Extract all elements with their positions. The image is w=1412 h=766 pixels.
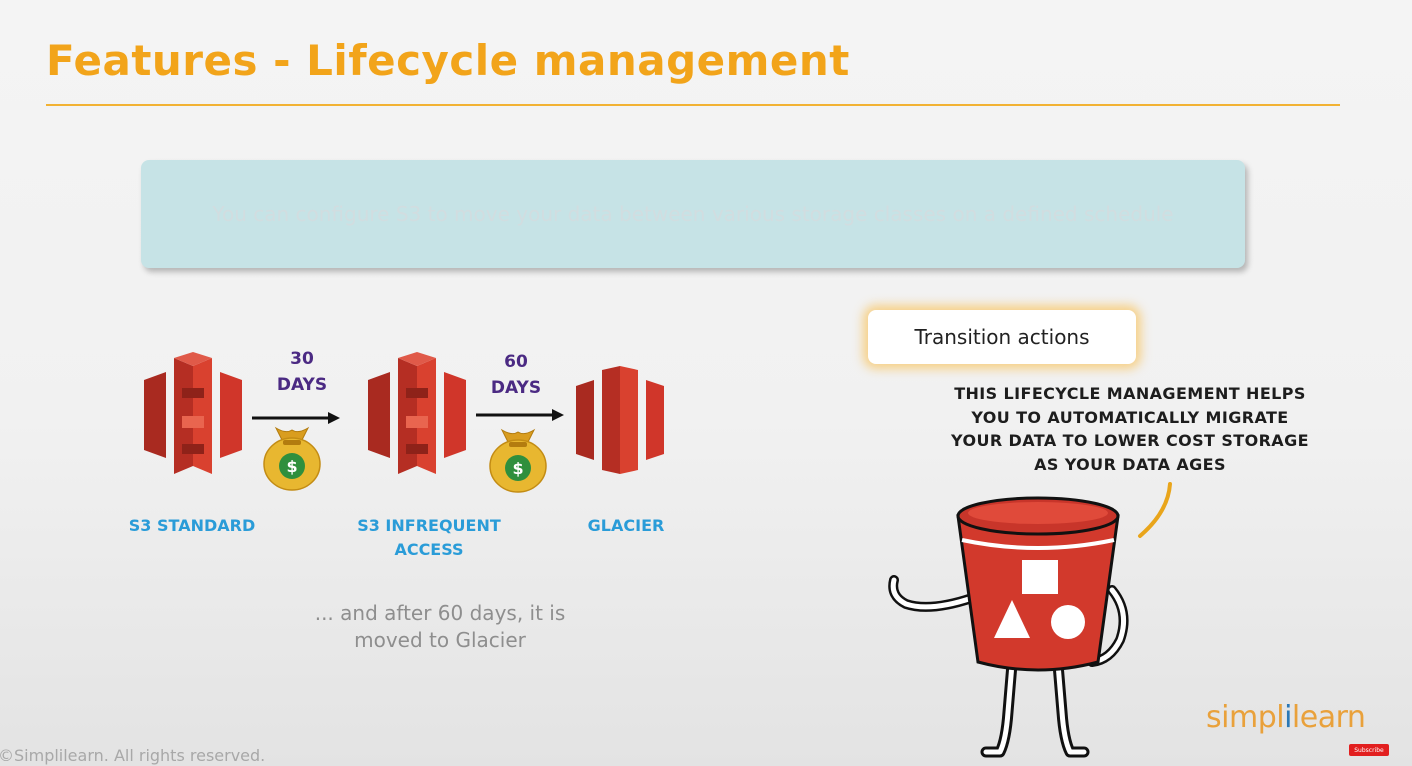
- s3-bucket-character: [888, 496, 1129, 758]
- dollar-sign: $: [512, 459, 523, 478]
- glacier-icon: [576, 366, 664, 474]
- transition-days-unit: DAYS: [490, 378, 542, 398]
- arrow-right-icon: [476, 409, 564, 421]
- money-bag-icon: $: [263, 426, 321, 491]
- speech-line: YOUR DATA TO LOWER COST STORAGE: [951, 431, 1309, 450]
- note-line: moved to Glacier: [354, 628, 526, 652]
- arrow-right-icon: [252, 412, 340, 424]
- storage-class-name: GLACIER: [587, 516, 665, 535]
- subscribe-label: Subscribe: [1354, 746, 1384, 754]
- dollar-sign: $: [286, 457, 297, 476]
- storage-class-name: S3 INFREQUENT: [357, 516, 501, 535]
- money-bag-icon: $: [489, 428, 547, 493]
- storage-class-label: S3 STANDARD: [112, 514, 272, 538]
- transition-days-label: 60 DAYS: [476, 349, 556, 401]
- note-line: ... and after 60 days, it is: [314, 601, 566, 625]
- logo-part: learn: [1291, 700, 1366, 735]
- transition-days-label: 30 DAYS: [262, 346, 342, 398]
- logo-part: i: [1284, 700, 1292, 735]
- speech-line: AS YOUR DATA AGES: [1034, 454, 1226, 474]
- s3-standard-icon: [144, 352, 242, 474]
- transition-days-number: 60: [504, 352, 528, 372]
- speech-line: THIS LIFECYCLE MANAGEMENT HELPS: [954, 384, 1306, 403]
- logo-part: simpl: [1206, 700, 1285, 735]
- transition-days-unit: DAYS: [276, 375, 328, 395]
- transition-actions-badge: Transition actions: [868, 310, 1136, 364]
- slide-title: Features - Lifecycle management: [46, 36, 850, 85]
- storage-class-label: S3 INFREQUENT ACCESS: [336, 514, 522, 562]
- storage-class-name-line2: ACCESS: [394, 540, 464, 559]
- subscribe-button[interactable]: Subscribe: [1349, 744, 1389, 756]
- storage-class-label: GLACIER: [566, 514, 686, 538]
- transition-actions-label: Transition actions: [914, 325, 1090, 349]
- storage-class-name: S3 STANDARD: [128, 516, 256, 535]
- speech-line: YOU TO AUTOMATICALLY MIGRATE: [971, 407, 1289, 427]
- s3-infrequent-access-icon: [368, 352, 466, 474]
- intro-text: You can configure S3 to move your data b…: [212, 202, 1174, 226]
- copyright-footer: ©Simplilearn. All rights reserved.: [0, 746, 266, 765]
- simplilearn-logo: simplilearn: [1206, 700, 1366, 735]
- speech-bubble-text: THIS LIFECYCLE MANAGEMENT HELPS YOU TO A…: [920, 382, 1340, 476]
- glacier-note: ... and after 60 days, it is moved to Gl…: [290, 600, 590, 654]
- speech-tail: [1138, 482, 1172, 538]
- title-divider: [46, 104, 1340, 106]
- intro-callout: You can configure S3 to move your data b…: [141, 160, 1245, 268]
- transition-days-number: 30: [290, 349, 314, 369]
